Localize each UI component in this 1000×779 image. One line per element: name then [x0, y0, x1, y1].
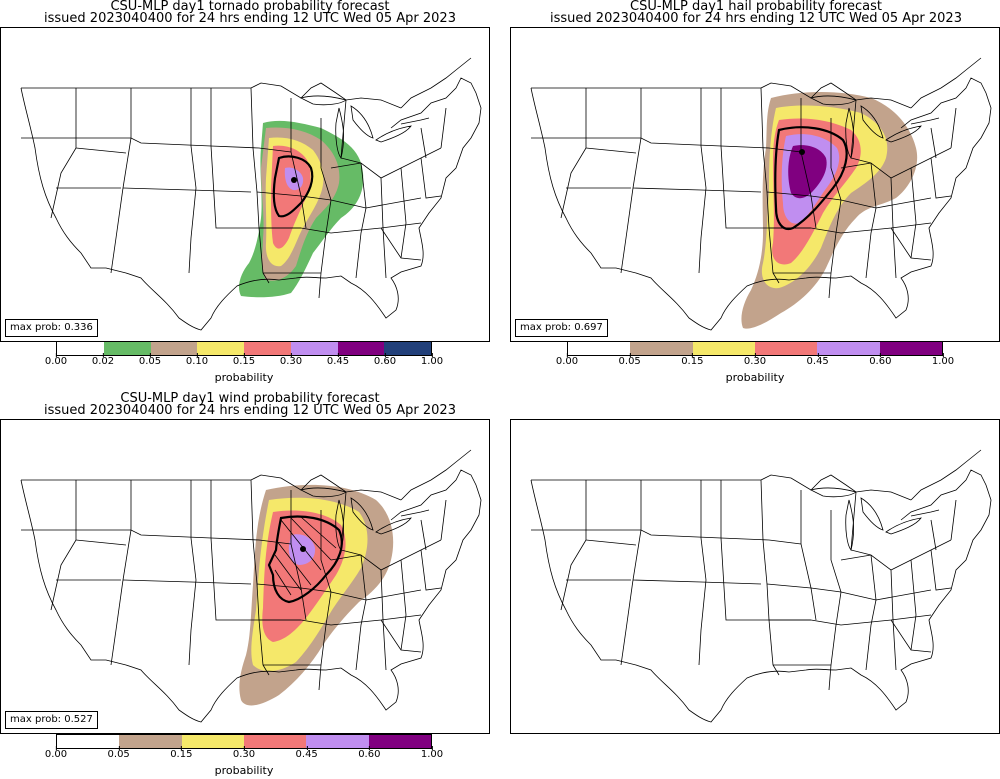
colorbar-segment [197, 342, 244, 355]
panel-title: CSU-MLP day1 hail probability forecast [630, 0, 882, 14]
colorbar-segment [57, 342, 104, 355]
colorbar-tick-label: 0.00 [44, 353, 68, 367]
empty-map[interactable] [510, 419, 1000, 734]
panel-subtitle: issued 2023040400 for 24 hrs ending 12 U… [44, 403, 456, 418]
max-prob-label: max prob: 0.527 [5, 711, 98, 729]
colorbar-tick-label: 0.45 [806, 353, 829, 367]
colorbar-segment [103, 342, 151, 355]
colorbar-tick-label: 0.05 [107, 746, 130, 760]
colorbar-segment [817, 342, 880, 355]
colorbar-segment [244, 342, 291, 355]
colorbar-segment [337, 342, 385, 355]
panel-title: CSU-MLP day1 wind probability forecast [120, 391, 380, 406]
colorbar-segment [243, 735, 307, 748]
colorbar-segment [181, 735, 244, 748]
colorbar-tick-label: 0.30 [232, 746, 256, 760]
colorbar-label: probability [725, 371, 785, 384]
hail-colorbar: 0.00 0.05 0.15 0.30 0.45 0.60 1.00 probability [556, 341, 954, 384]
panel-title: CSU-MLP day1 tornado probability forecas… [110, 0, 390, 14]
colorbar-segment [692, 342, 755, 355]
colorbar-tick-label: 0.00 [44, 746, 68, 760]
panel-subtitle: issued 2023040400 for 24 hrs ending 12 U… [44, 11, 456, 26]
colorbar-tick-label: 0.45 [326, 353, 350, 367]
colorbar-tick-label: 0.00 [555, 353, 579, 367]
colorbar-tick-label: 0.30 [743, 353, 767, 367]
colorbar-tick-label: 0.15 [232, 353, 256, 367]
panel-subtitle: issued 2023040400 for 24 hrs ending 12 U… [550, 11, 962, 26]
colorbar-segment [119, 735, 182, 748]
colorbar-tick-label: 0.02 [91, 353, 115, 367]
colorbar-tick-label: 1.00 [931, 353, 955, 367]
colorbar-tick-label: 0.05 [138, 353, 162, 367]
colorbar-tick-label: 0.05 [618, 353, 641, 367]
tornado-colorbar: 0.00 0.02 0.05 0.10 0.15 0.30 0.45 0.60 1.00 pro… [45, 341, 443, 384]
colorbar-tick-label: 0.30 [279, 353, 303, 367]
colorbar-label: probability [214, 764, 274, 777]
colorbar-segment [879, 342, 942, 355]
colorbar-segment [290, 342, 338, 355]
max-prob-label: max prob: 0.336 [5, 319, 98, 337]
colorbar-segment [754, 342, 818, 355]
colorbar-tick-label: 0.60 [869, 353, 892, 367]
colorbar-label: probability [214, 371, 274, 384]
colorbar-tick-label: 1.00 [420, 353, 444, 367]
colorbar-tick-label: 0.10 [185, 353, 209, 367]
hail-map[interactable]: max prob: 0.697 [510, 27, 1000, 342]
colorbar-segment [630, 342, 693, 355]
colorbar-tick-label: 0.15 [681, 353, 704, 367]
wind-map[interactable]: max prob: 0.527 [0, 419, 490, 734]
wind-colorbar: 0.00 0.05 0.15 0.30 0.45 0.60 1.00 probability [45, 734, 443, 777]
colorbar-segment [150, 342, 198, 355]
colorbar-tick-label: 0.60 [358, 746, 381, 760]
tornado-map[interactable]: max prob: 0.336 [0, 27, 490, 342]
colorbar-segment [57, 735, 120, 748]
colorbar-segment [568, 342, 631, 355]
colorbar-tick-label: 0.45 [295, 746, 318, 760]
colorbar-segment [384, 342, 431, 355]
colorbar-tick-label: 0.15 [170, 746, 193, 760]
max-prob-label: max prob: 0.697 [515, 319, 608, 337]
colorbar-tick-label: 1.00 [420, 746, 444, 760]
colorbar-segment [368, 735, 431, 748]
colorbar-tick-label: 0.60 [373, 353, 397, 367]
colorbar-segment [306, 735, 369, 748]
